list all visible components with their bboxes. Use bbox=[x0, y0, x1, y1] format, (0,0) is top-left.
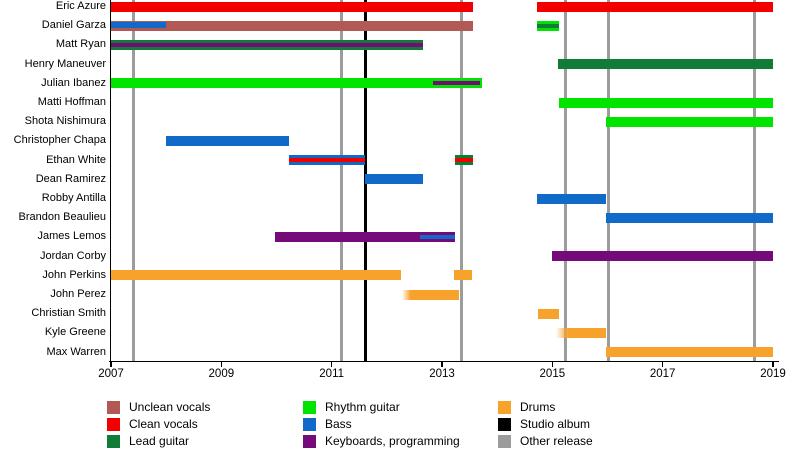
timeline-bar-drums bbox=[402, 289, 459, 300]
other-release-line bbox=[607, 0, 611, 361]
member-label: Ethan White bbox=[46, 153, 106, 166]
timeline-bar-bass bbox=[365, 174, 424, 185]
legend-label-studio_album: Studio album bbox=[520, 417, 591, 431]
x-axis-tick bbox=[330, 362, 333, 367]
x-axis-tick-label: 2007 bbox=[98, 367, 124, 380]
timeline-bar-bass bbox=[165, 135, 290, 146]
x-axis-tick bbox=[551, 362, 554, 367]
timeline-bar-rhythm_guitar bbox=[606, 116, 773, 127]
x-axis-tick-label: 2013 bbox=[429, 367, 455, 380]
legend-label-clean_vocals: Clean vocals bbox=[129, 417, 198, 431]
legend-label-lead_guitar: Lead guitar bbox=[129, 434, 190, 448]
legend-swatch-studio_album bbox=[498, 418, 511, 431]
timeline-bar-unclean_vocals bbox=[111, 20, 473, 31]
timeline-bar-lead_guitar bbox=[557, 59, 773, 70]
timeline-bar-drums bbox=[556, 327, 606, 338]
member-label: Dean Ramirez bbox=[35, 172, 106, 185]
timeline-stripe-lead_guitar bbox=[536, 23, 559, 28]
x-axis-tick bbox=[110, 362, 112, 367]
other-release-line bbox=[339, 0, 343, 361]
member-label: Brandon Beaulieu bbox=[18, 211, 106, 224]
other-release-line bbox=[564, 0, 568, 361]
x-axis-tick-label: 2017 bbox=[649, 367, 676, 380]
legend-swatch-clean_vocals bbox=[107, 418, 120, 431]
timeline-stripe-bass bbox=[419, 234, 455, 239]
member-label: Eric Azure bbox=[55, 0, 106, 12]
timeline-bar-keyboards bbox=[275, 231, 455, 242]
other-release-line bbox=[131, 0, 135, 361]
x-axis-tick bbox=[441, 362, 443, 367]
timeline-bar-drums bbox=[537, 308, 560, 319]
member-label: Matti Hoffman bbox=[37, 96, 106, 108]
x-axis-line bbox=[109, 360, 779, 362]
timeline-stripe-clean_vocals bbox=[454, 158, 473, 163]
legend-swatch-bass bbox=[303, 418, 316, 431]
timeline-bar-drums bbox=[454, 270, 473, 281]
legend-swatch-rhythm_guitar bbox=[303, 401, 316, 414]
legend-swatch-unclean_vocals bbox=[107, 401, 120, 414]
x-axis-tick-label: 2019 bbox=[760, 367, 786, 380]
timeline-bar-drums bbox=[111, 270, 401, 281]
member-label: Henry Maneuver bbox=[24, 57, 106, 70]
member-label: Max Warren bbox=[46, 345, 107, 358]
member-label: Daniel Garza bbox=[41, 19, 106, 32]
member-label: John Perez bbox=[50, 288, 106, 300]
x-axis-tick bbox=[772, 362, 774, 367]
legend-label-other_release: Other release bbox=[520, 434, 593, 448]
other-release-line bbox=[460, 0, 464, 361]
member-label: James Lemos bbox=[37, 230, 106, 243]
timeline-bar-rhythm_guitar bbox=[558, 97, 773, 108]
member-label: John Perkins bbox=[42, 268, 106, 281]
x-axis-tick-label: 2011 bbox=[319, 367, 345, 380]
other-release-line bbox=[753, 0, 757, 361]
legend-swatch-drums bbox=[498, 401, 511, 414]
timeline-bar-drums bbox=[606, 347, 773, 358]
legend-label-unclean_vocals: Unclean vocals bbox=[129, 400, 211, 414]
member-label: Christopher Chapa bbox=[13, 134, 106, 147]
legend-swatch-other_release bbox=[498, 435, 511, 448]
member-label: Shota Nishimura bbox=[24, 115, 106, 128]
legend-label-keyboards: Keyboards, programming bbox=[325, 434, 460, 448]
timeline-stripe-keyboards bbox=[433, 81, 481, 86]
x-axis-tick bbox=[220, 362, 223, 367]
legend-label-drums: Drums bbox=[520, 400, 556, 414]
legend-swatch-lead_guitar bbox=[107, 435, 120, 448]
member-label: Jordan Corby bbox=[39, 249, 106, 262]
x-axis-tick bbox=[661, 362, 664, 367]
timeline-overlay-bass bbox=[111, 21, 167, 28]
legend-swatch-keyboards bbox=[303, 435, 316, 448]
timeline-bar-rhythm_guitar bbox=[111, 78, 482, 89]
timeline-bar-clean_vocals bbox=[111, 1, 473, 12]
legend-label-rhythm_guitar: Rhythm guitar bbox=[325, 400, 400, 414]
timeline-bar-bass bbox=[536, 193, 606, 204]
x-axis-tick-label: 2015 bbox=[539, 367, 566, 380]
timeline-bar-keyboards bbox=[552, 251, 773, 262]
timeline-stripe-keyboards bbox=[111, 42, 424, 47]
timeline-bar-clean_vocals bbox=[536, 1, 773, 12]
timeline-bar-bass bbox=[606, 212, 773, 223]
member-label: Robby Antilla bbox=[41, 192, 106, 204]
x-axis-tick-label: 2009 bbox=[208, 367, 235, 380]
legend-label-bass: Bass bbox=[325, 417, 352, 431]
member-label: Julian Ibanez bbox=[41, 76, 106, 89]
member-label: Kyle Greene bbox=[44, 326, 106, 339]
member-label: Christian Smith bbox=[31, 307, 106, 320]
y-axis-line bbox=[109, 0, 111, 362]
member-label: Matt Ryan bbox=[55, 38, 106, 51]
timeline-stripe-clean_vocals bbox=[289, 158, 366, 163]
